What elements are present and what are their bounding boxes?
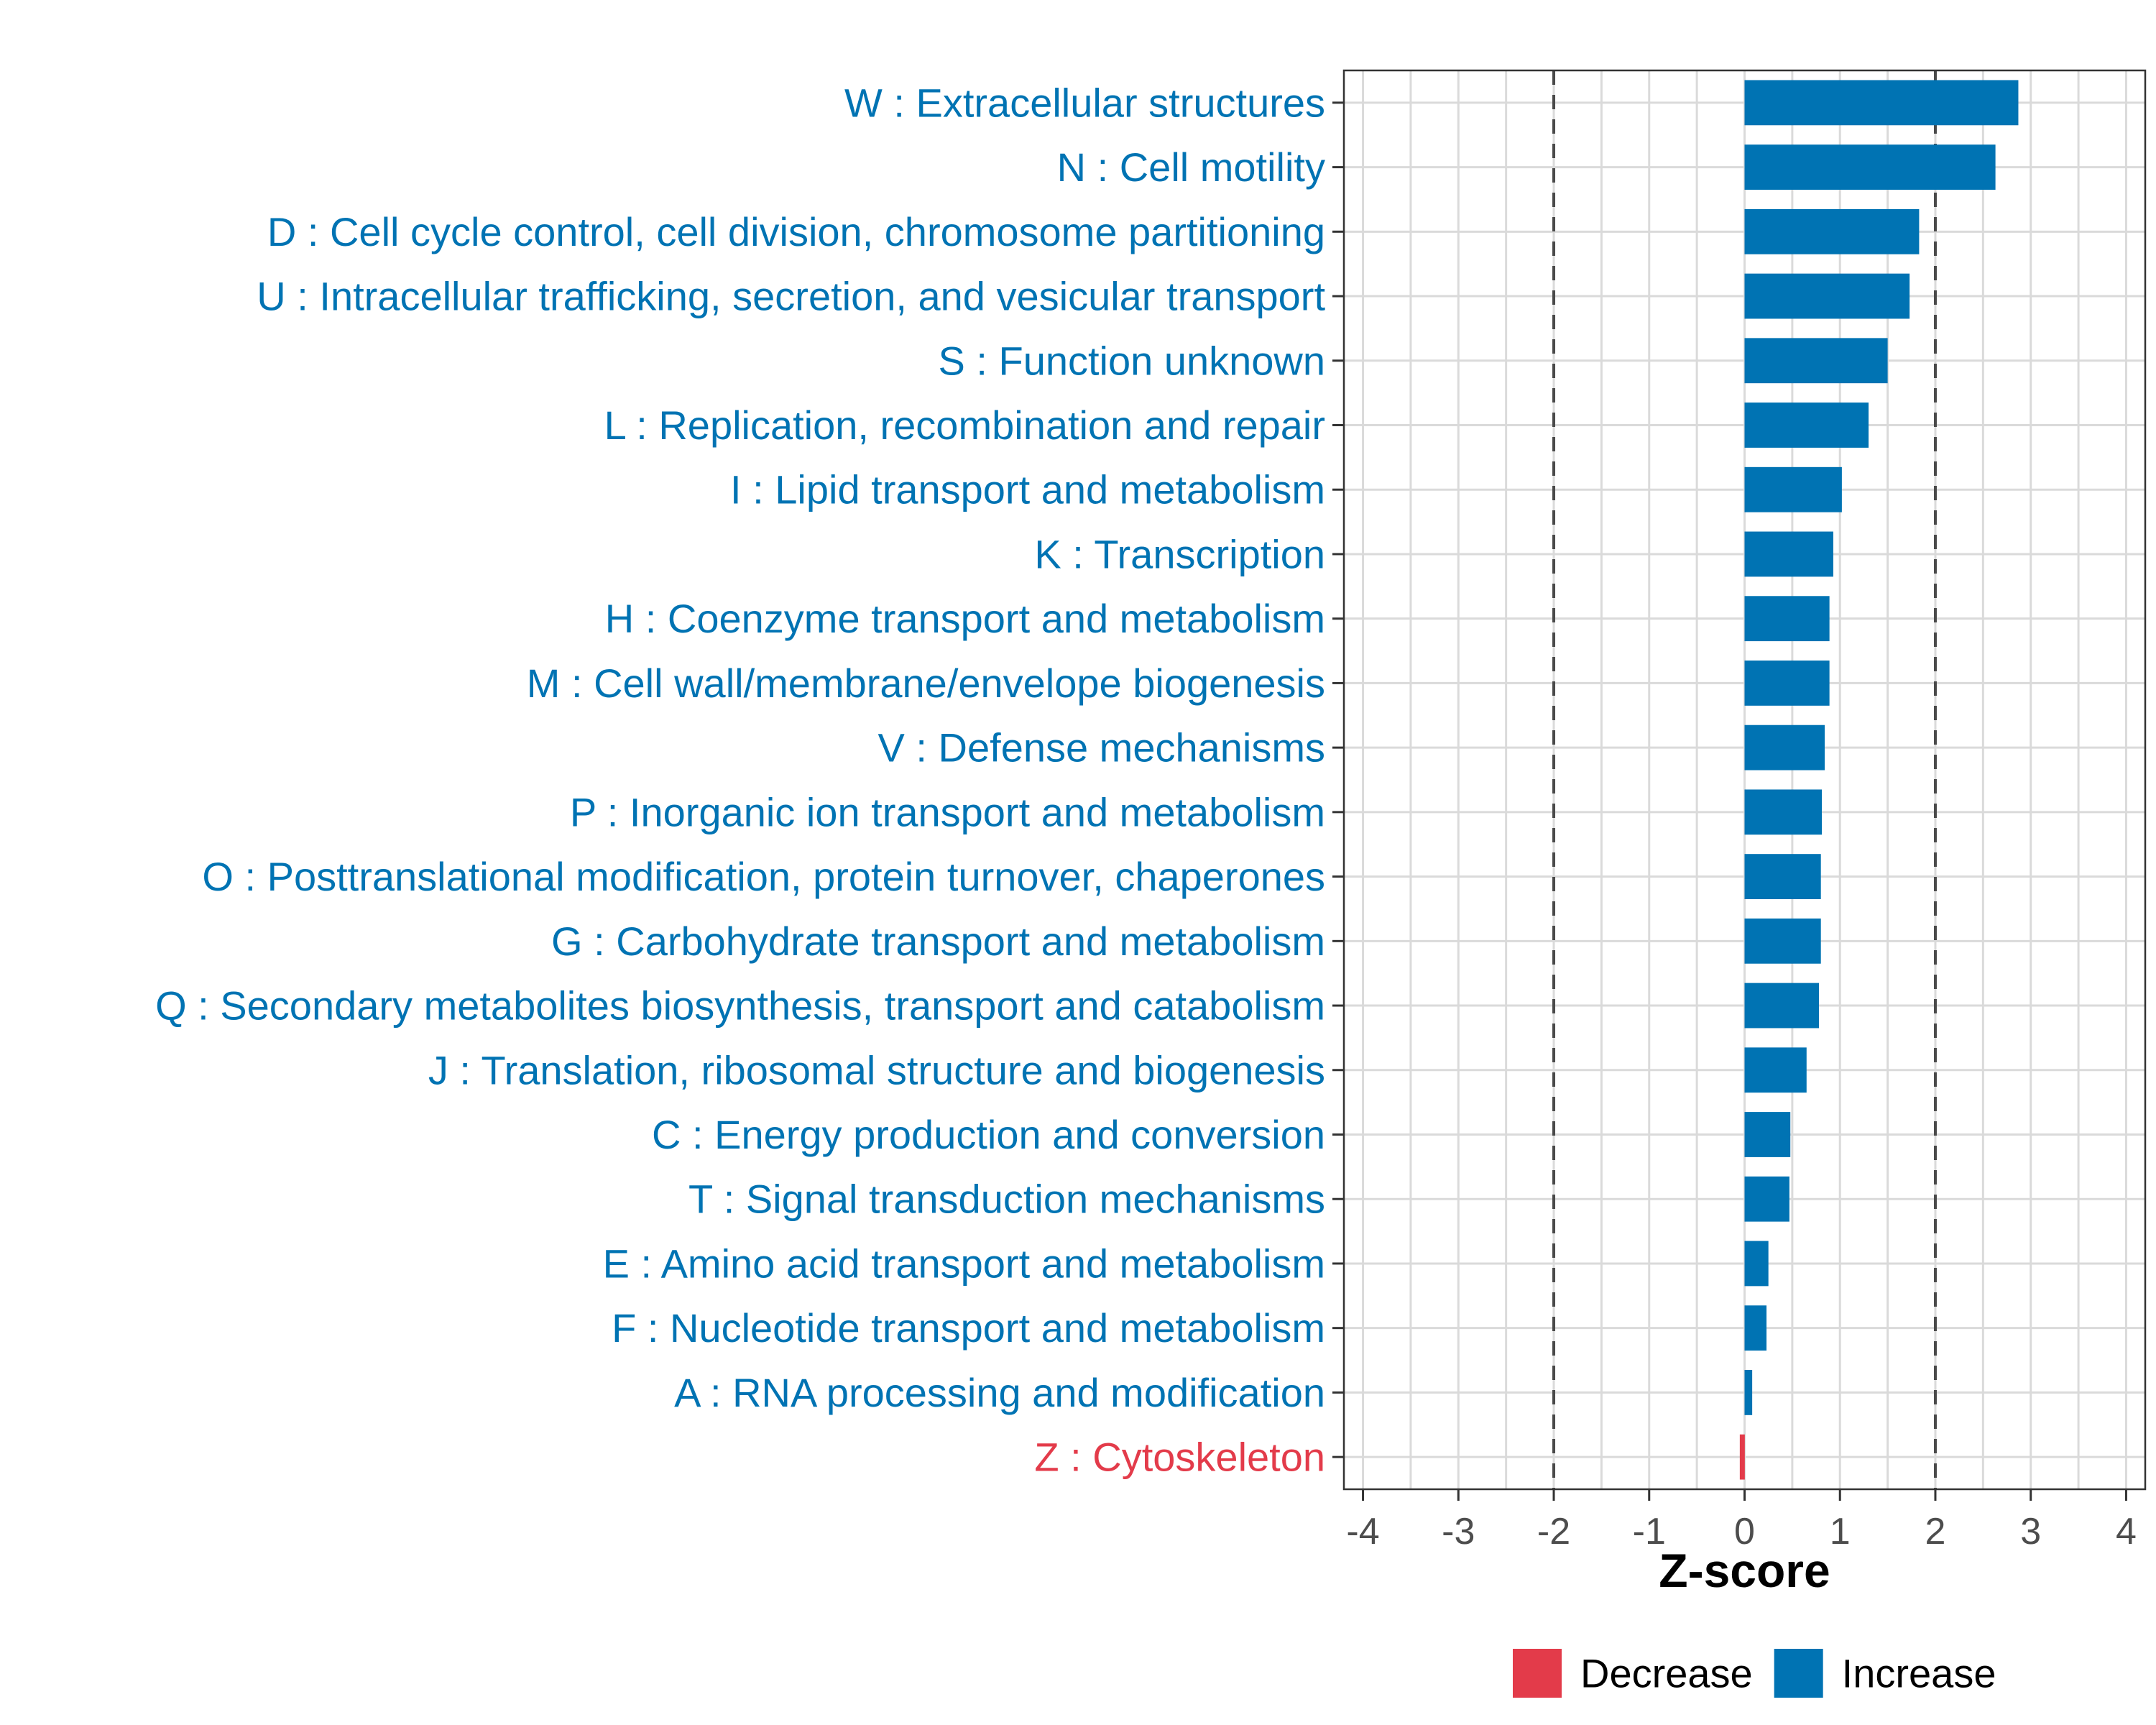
bar (1744, 596, 1830, 642)
legend-swatch (1774, 1649, 1823, 1698)
bar (1744, 983, 1820, 1029)
x-tick-label: -2 (1537, 1511, 1570, 1552)
bar (1744, 854, 1821, 899)
x-axis-title: Z-score (1659, 1544, 1830, 1597)
bar (1744, 208, 1920, 254)
legend: Decrease Increase (1513, 1649, 1996, 1698)
legend-label: Decrease (1580, 1651, 1753, 1696)
category-label: C : Energy production and conversion (652, 1112, 1325, 1157)
bar (1744, 1241, 1769, 1287)
x-tick-label: 0 (1734, 1511, 1755, 1552)
category-label: H : Coenzyme transport and metabolism (605, 596, 1325, 641)
category-label: O : Posttranslational modification, prot… (202, 854, 1325, 899)
category-label: S : Function unknown (938, 338, 1325, 383)
bar (1744, 724, 1825, 770)
bar (1744, 1047, 1807, 1093)
bar (1744, 1305, 1767, 1351)
x-tick-label: 1 (1830, 1511, 1851, 1552)
bar (1744, 661, 1830, 706)
category-label: W : Extracellular structures (844, 80, 1325, 125)
x-axis-tick-labels: -4 -3 -2 -1 0 1 2 3 4 (1346, 1511, 2136, 1552)
category-label: Z : Cytoskeleton (1034, 1435, 1325, 1480)
category-label: F : Nucleotide transport and metabolism (612, 1305, 1325, 1351)
category-label: T : Signal transduction mechanisms (688, 1177, 1325, 1222)
category-label: N : Cell motility (1057, 144, 1325, 190)
category-label: P : Inorganic ion transport and metaboli… (570, 789, 1325, 834)
bar (1744, 402, 1869, 448)
x-tick-label: 2 (1925, 1511, 1946, 1552)
x-tick-label: 3 (2020, 1511, 2041, 1552)
legend-swatch (1513, 1649, 1562, 1698)
reference-lines (1552, 70, 1937, 1489)
y-axis-ticks (1332, 101, 1344, 1458)
category-label: D : Cell cycle control, cell division, c… (267, 209, 1325, 254)
x-tick-label: -3 (1442, 1511, 1475, 1552)
bar (1744, 338, 1888, 384)
category-label: G : Carbohydrate transport and metabolis… (551, 919, 1325, 964)
x-tick-label: -1 (1633, 1511, 1666, 1552)
bar (1744, 144, 1996, 190)
category-label: M : Cell wall/membrane/envelope biogenes… (527, 661, 1325, 706)
category-label: Q : Secondary metabolites biosynthesis, … (155, 983, 1325, 1029)
bar (1744, 1370, 1753, 1415)
x-axis-ticks (1362, 1489, 2127, 1501)
y-axis-category-labels: W : Extracellular structures N : Cell mot… (155, 80, 1325, 1479)
x-tick-label: 4 (2116, 1511, 2137, 1552)
bar (1744, 918, 1821, 964)
x-tick-label: -4 (1346, 1511, 1379, 1552)
bar (1744, 1112, 1791, 1157)
category-label: A : RNA processing and modification (674, 1370, 1325, 1415)
bar (1744, 1176, 1789, 1222)
legend-label: Increase (1842, 1651, 1996, 1696)
bars (1739, 80, 2019, 1480)
category-label: V : Defense mechanisms (878, 725, 1325, 770)
bar (1744, 531, 1833, 577)
bar (1744, 789, 1823, 835)
bar (1744, 466, 1842, 512)
bar (1744, 80, 2019, 126)
category-label: L : Replication, recombination and repai… (604, 402, 1325, 448)
bar (1739, 1434, 1745, 1480)
category-label: K : Transcription (1034, 531, 1325, 576)
category-label: I : Lipid transport and metabolism (730, 467, 1325, 512)
category-label: E : Amino acid transport and metabolism (603, 1241, 1325, 1286)
bar (1744, 273, 1910, 319)
category-label: U : Intracellular trafficking, secretion… (257, 274, 1325, 319)
category-label: J : Translation, ribosomal structure and… (428, 1047, 1325, 1092)
